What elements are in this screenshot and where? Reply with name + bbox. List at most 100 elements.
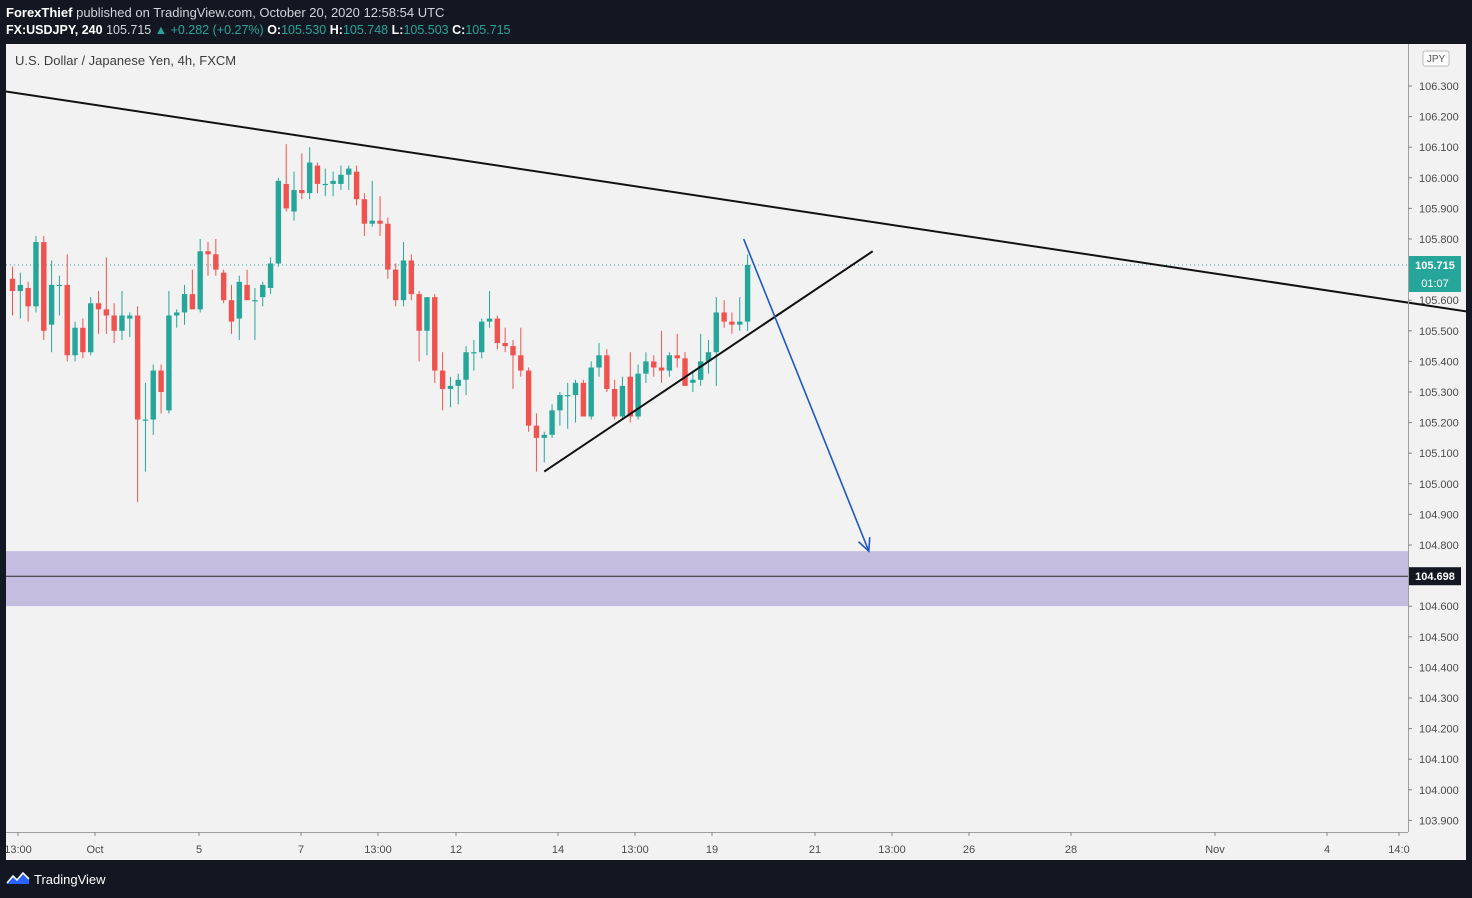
- candle-body: [64, 284, 70, 356]
- price-axis: 106.300 106.200 106.100 106.000 105.900 105.8…: [1408, 44, 1459, 832]
- candle: [330, 171, 336, 197]
- candle: [56, 275, 63, 316]
- chart-area[interactable]: 106.300 106.200 106.100 106.000 105.900 105.8…: [6, 44, 1466, 860]
- candle-body: [392, 269, 399, 301]
- symbol-label: FX:USDJPY, 240: [6, 23, 103, 37]
- candle-body: [361, 199, 368, 224]
- candle-body: [48, 284, 55, 325]
- candle-body: [197, 251, 203, 310]
- candle: [408, 254, 415, 301]
- price-tick-label: 106.100: [1419, 142, 1459, 154]
- candle-body: [408, 260, 415, 295]
- candle-body: [17, 284, 24, 292]
- candle: [134, 306, 141, 503]
- tradingview-brand[interactable]: TradingView: [34, 872, 106, 887]
- price-chart[interactable]: 106.300 106.200 106.100 106.000 105.900 105.8…: [6, 44, 1466, 860]
- price-tick-label: 104.900: [1419, 509, 1459, 521]
- time-tick-label: 13:00: [364, 844, 392, 856]
- last-price: 105.715: [106, 23, 152, 37]
- candle: [525, 367, 532, 432]
- candle-body: [439, 370, 446, 389]
- candle-body: [111, 315, 117, 331]
- candle: [283, 144, 289, 212]
- candle-body: [651, 361, 657, 368]
- candle: [142, 382, 149, 472]
- candle-body: [705, 352, 712, 362]
- candle-body: [658, 367, 665, 371]
- zone-price-badge: 104.698: [1409, 567, 1461, 586]
- candle-body: [80, 327, 86, 353]
- candle: [439, 352, 446, 411]
- ascending-support-trendline: [543, 250, 874, 473]
- candle: [518, 327, 524, 377]
- candle: [236, 275, 242, 340]
- candle-body: [674, 355, 680, 359]
- candle: [486, 291, 493, 328]
- zone-price-label: 104.698: [1415, 571, 1455, 583]
- countdown-label: 01:07: [1421, 278, 1449, 290]
- candle-body: [213, 254, 219, 270]
- candle-body: [619, 385, 626, 417]
- candle-body: [611, 388, 618, 417]
- candle-body: [142, 419, 149, 421]
- candle: [674, 333, 680, 368]
- candle: [604, 349, 610, 392]
- candle-body: [744, 265, 751, 322]
- candle-body: [627, 376, 633, 417]
- candle: [510, 339, 516, 389]
- candle-body: [549, 410, 555, 435]
- candle-body: [713, 312, 719, 353]
- candle: [666, 352, 673, 377]
- time-tick-label: 26: [963, 844, 975, 856]
- target-zone: [6, 551, 1408, 607]
- candle: [463, 346, 469, 396]
- candle-body: [565, 395, 571, 397]
- candle-body: [33, 242, 39, 307]
- candle-body: [471, 352, 477, 354]
- candle-body: [369, 220, 375, 224]
- price-change: ▲ +0.282 (+0.27%): [154, 23, 264, 37]
- candle: [479, 318, 485, 359]
- candle-body: [283, 183, 289, 209]
- candle-body: [580, 382, 587, 417]
- price-tick-label: 104.600: [1419, 601, 1459, 613]
- close-label: C:: [452, 23, 466, 37]
- candle-body: [41, 242, 47, 331]
- candle: [220, 269, 227, 304]
- price-tick-label: 104.100: [1419, 754, 1459, 766]
- candle: [361, 193, 368, 236]
- time-tick-label: 5: [196, 844, 202, 856]
- candle: [197, 239, 203, 313]
- candle-body: [158, 370, 164, 392]
- candle-body: [635, 373, 641, 417]
- candle: [174, 309, 180, 328]
- candle: [306, 147, 313, 200]
- candle: [690, 370, 696, 392]
- candle: [189, 269, 196, 310]
- candle-body: [533, 425, 540, 438]
- candle-body: [236, 281, 242, 319]
- candle: [643, 352, 649, 383]
- candle-body: [666, 355, 673, 371]
- price-tick-label: 105.500: [1419, 326, 1459, 338]
- candle-body: [604, 355, 610, 389]
- candle: [267, 257, 274, 295]
- price-tick-label: 106.000: [1419, 173, 1459, 185]
- tradingview-logo-icon[interactable]: [6, 870, 30, 886]
- candle: [64, 254, 70, 362]
- candle: [651, 355, 657, 377]
- candle-body: [134, 315, 141, 420]
- candle: [158, 364, 164, 414]
- arrow-shaft: [742, 238, 870, 552]
- candle: [557, 392, 563, 426]
- candle: [275, 177, 282, 267]
- author-name[interactable]: ForexThief: [6, 5, 73, 20]
- candle: [103, 257, 110, 334]
- candle: [119, 291, 125, 340]
- candle-body: [377, 220, 383, 224]
- last-price-badge: 105.715 01:07: [1409, 256, 1461, 293]
- candle-body: [463, 352, 469, 380]
- candle: [400, 242, 407, 307]
- candle-body: [299, 190, 305, 194]
- candle: [299, 153, 305, 200]
